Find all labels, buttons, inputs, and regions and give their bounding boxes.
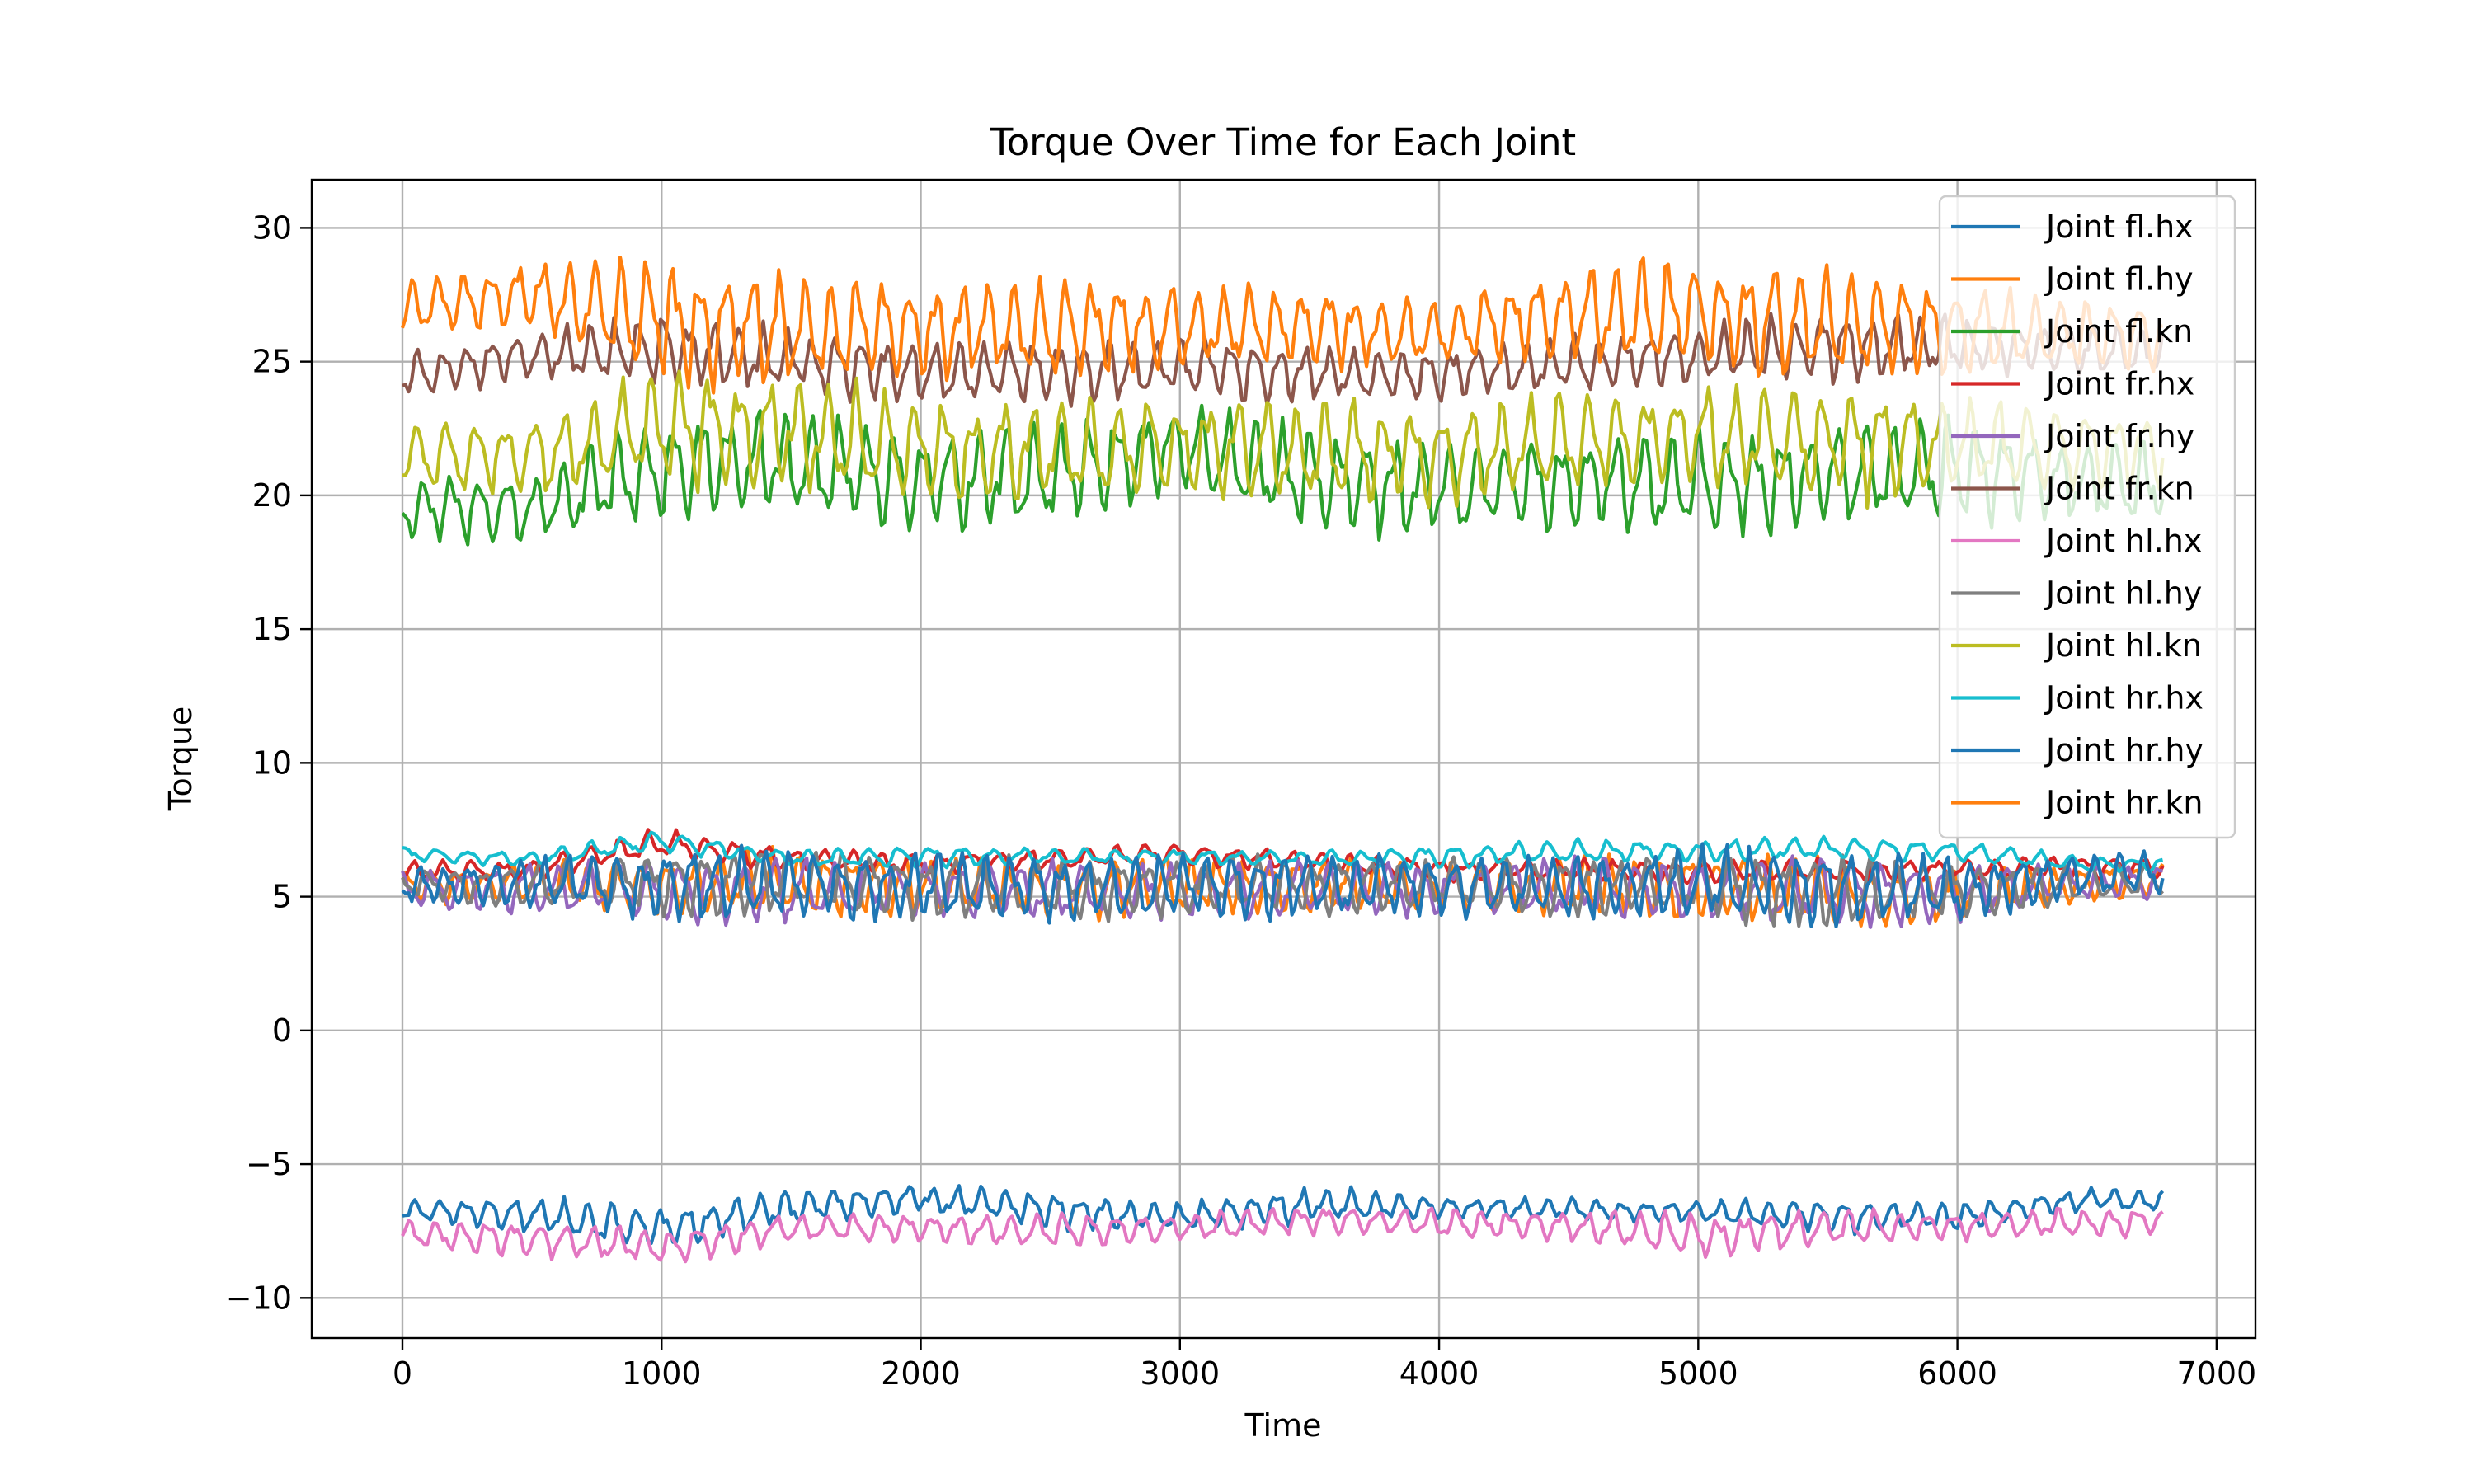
chart-title: Torque Over Time for Each Joint xyxy=(990,120,1576,164)
legend-items: Joint fl.hx Joint fl.hy Joint fl.kn Joint f… xyxy=(1951,209,2204,821)
plot-frame xyxy=(310,178,2257,1340)
legend-label: Joint hl.hx xyxy=(2044,523,2202,559)
legend-label: Joint fl.kn xyxy=(2044,313,2193,350)
legend-label: Joint fl.hy xyxy=(2044,261,2194,298)
legend-label: Joint hr.hy xyxy=(2044,732,2204,768)
legend-label: Joint fr.hx xyxy=(2044,366,2194,402)
x-tick-label: 5000 xyxy=(1658,1355,1738,1392)
y-tick-label: 25 xyxy=(252,344,292,380)
y-tick-label: 0 xyxy=(272,1012,292,1049)
x-tick-label: 7000 xyxy=(2177,1355,2257,1392)
legend-label: Joint hr.kn xyxy=(2044,785,2203,821)
series-line xyxy=(401,403,2165,547)
y-tick-label: 10 xyxy=(252,744,292,781)
legend-label: Joint fr.kn xyxy=(2044,471,2194,507)
legend-label: Joint fl.hx xyxy=(2044,209,2194,245)
x-tick-label: 2000 xyxy=(881,1355,961,1392)
legend-label: Joint hl.kn xyxy=(2044,627,2202,664)
series-line xyxy=(402,1184,2165,1246)
series-line xyxy=(400,256,2163,395)
series-line xyxy=(402,312,2165,408)
legend: Joint fl.hx Joint fl.hy Joint fl.kn Joint f… xyxy=(1938,195,2236,839)
legend-label: Joint hl.hy xyxy=(2044,575,2202,612)
y-axis-label: Torque xyxy=(162,707,199,812)
x-axis-label: Time xyxy=(1244,1407,1322,1444)
x-axis-ticks: 0 1000 2000 3000 4000 5000 6000 7000 xyxy=(393,1338,2256,1392)
series-line xyxy=(401,842,2165,928)
y-tick-label: 20 xyxy=(252,477,292,514)
x-tick-label: 3000 xyxy=(1140,1355,1220,1392)
x-tick-label: 1000 xyxy=(622,1355,702,1392)
y-tick-label: −10 xyxy=(226,1280,292,1316)
y-tick-label: 30 xyxy=(252,209,292,246)
legend-label: Joint fr.hy xyxy=(2044,418,2194,454)
y-tick-label: 15 xyxy=(252,611,292,647)
series-line xyxy=(401,1206,2164,1264)
x-tick-label: 6000 xyxy=(1917,1355,1997,1392)
x-tick-label: 0 xyxy=(393,1355,412,1392)
legend-label: Joint hr.hx xyxy=(2044,680,2204,716)
series-layer xyxy=(400,256,2165,1264)
legend-frame xyxy=(1938,195,2236,839)
series-line xyxy=(401,854,2163,929)
y-tick-label: 5 xyxy=(272,879,292,915)
y-tick-label: −5 xyxy=(246,1146,292,1182)
series-line xyxy=(402,369,2165,510)
x-tick-label: 4000 xyxy=(1399,1355,1479,1392)
y-axis-ticks: −10 −5 0 5 10 15 20 25 30 xyxy=(226,209,312,1316)
